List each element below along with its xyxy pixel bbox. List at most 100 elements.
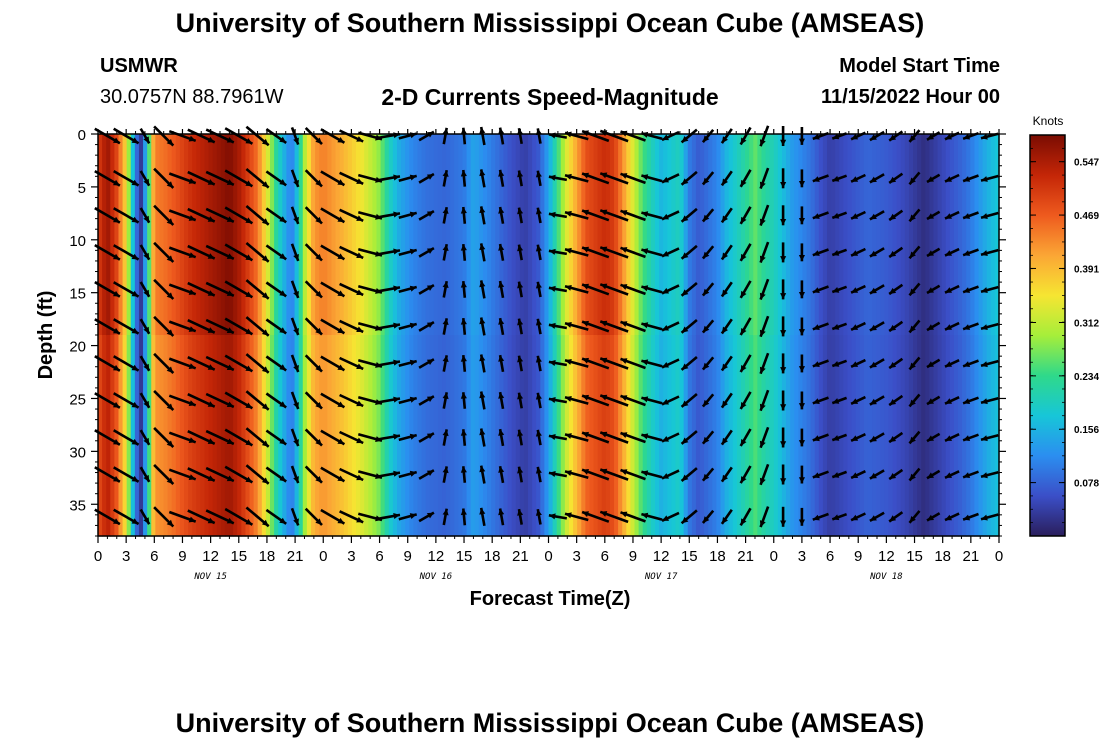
arrow-head	[851, 287, 859, 293]
current-vector-arrow	[850, 321, 866, 331]
arrow-head	[460, 392, 467, 399]
arrow-head	[479, 507, 486, 515]
arrow-head	[460, 466, 467, 473]
current-vector-arrow	[187, 170, 216, 186]
heatmap-cell	[388, 335, 394, 537]
current-vector-arrow	[680, 128, 698, 144]
arrow-head	[869, 361, 877, 368]
arrow-head	[832, 398, 840, 404]
current-vector-arrow	[888, 246, 904, 259]
arrow-head	[721, 215, 728, 223]
heatmap-cell	[728, 134, 734, 336]
heatmap-cell	[810, 335, 816, 537]
arrow-head	[113, 137, 120, 144]
heatmap-cell	[740, 134, 746, 336]
current-vector-arrow	[599, 172, 629, 185]
heatmap-cell	[360, 134, 365, 336]
current-vector-arrow	[304, 391, 323, 410]
arrow-head	[565, 359, 572, 365]
heatmap-cell	[188, 335, 193, 537]
arrow-head	[740, 290, 747, 298]
arrow-head	[337, 517, 345, 524]
arrow-head	[131, 327, 139, 334]
arrow-head	[261, 366, 269, 373]
x-tick-label: 0	[770, 548, 778, 565]
current-vector-arrow	[94, 508, 121, 526]
current-vector-arrow	[581, 510, 610, 523]
arrow-head	[479, 391, 486, 399]
arrow-head	[293, 365, 299, 372]
heatmap-cell	[114, 134, 120, 336]
current-vector-arrow	[701, 128, 715, 144]
current-vector-arrow	[798, 317, 805, 336]
current-vector-arrow	[339, 356, 364, 371]
arrow-head	[548, 285, 556, 292]
arrow-head	[166, 366, 174, 374]
heatmap-cell	[564, 134, 570, 336]
arrow-head	[207, 179, 215, 185]
arrow-head	[143, 252, 150, 260]
current-vector-arrow	[620, 172, 646, 185]
current-vector-arrow	[661, 358, 680, 369]
arrow-head	[517, 244, 524, 252]
heatmap-cell	[601, 134, 607, 336]
current-vector-arrow	[398, 396, 418, 405]
current-vector-arrow	[187, 319, 216, 334]
arrow-head	[188, 400, 196, 406]
arrow-head	[226, 517, 234, 524]
current-vector-arrow	[739, 169, 752, 188]
heatmap-cell	[618, 335, 623, 537]
current-vector-arrow	[442, 392, 449, 409]
current-vector-arrow	[926, 432, 941, 443]
current-vector-arrow	[498, 428, 505, 447]
arrow-head	[869, 213, 877, 220]
arrow-head	[293, 216, 299, 224]
current-vector-arrow	[812, 211, 829, 220]
arrow-head	[261, 181, 269, 188]
heatmap-cell	[245, 335, 251, 537]
arrow-head	[740, 476, 747, 484]
heatmap-cell	[908, 134, 914, 336]
heatmap-cell	[585, 134, 591, 336]
current-vector-arrow	[245, 390, 270, 411]
x-tick-label: 12	[428, 548, 445, 565]
current-vector-arrow	[418, 172, 435, 184]
arrow-head	[565, 322, 572, 328]
heatmap-cell	[556, 134, 562, 336]
arrow-head	[945, 398, 952, 404]
heatmap-cell	[204, 134, 210, 336]
current-vector-arrow	[418, 283, 435, 295]
current-vector-arrow	[641, 359, 663, 368]
heatmap-cell	[175, 134, 181, 336]
current-vector-arrow	[850, 210, 866, 220]
arrow-head	[166, 329, 174, 336]
current-vector-arrow	[94, 243, 121, 261]
arrow-head	[315, 365, 322, 372]
heatmap-cell	[409, 134, 414, 336]
arrow-head	[460, 244, 467, 251]
heatmap-cell	[818, 134, 824, 336]
arrow-head	[166, 218, 174, 225]
current-vector-arrow	[205, 207, 235, 223]
current-vector-arrow	[980, 359, 999, 368]
arrow-head	[832, 514, 840, 521]
heatmap-cell	[548, 134, 554, 336]
heatmap-cell	[528, 335, 533, 537]
arrow-head	[927, 435, 934, 442]
heatmap-cell	[216, 134, 222, 336]
heatmap-cell	[966, 134, 971, 336]
arrow-head	[702, 177, 710, 185]
heatmap-cell	[523, 134, 529, 336]
arrow-head	[166, 292, 174, 299]
arrow-head	[356, 252, 364, 258]
heatmap-cell	[433, 134, 439, 336]
heatmap-cell	[634, 335, 640, 537]
arrow-head	[780, 478, 787, 485]
current-vector-arrow	[962, 396, 979, 405]
current-vector-arrow	[139, 127, 151, 145]
heatmap-cell	[290, 134, 296, 336]
arrow-head	[426, 512, 434, 519]
x-tick-label: 3	[798, 548, 806, 565]
heatmap-cell	[872, 335, 877, 537]
arrow-head	[759, 181, 766, 189]
